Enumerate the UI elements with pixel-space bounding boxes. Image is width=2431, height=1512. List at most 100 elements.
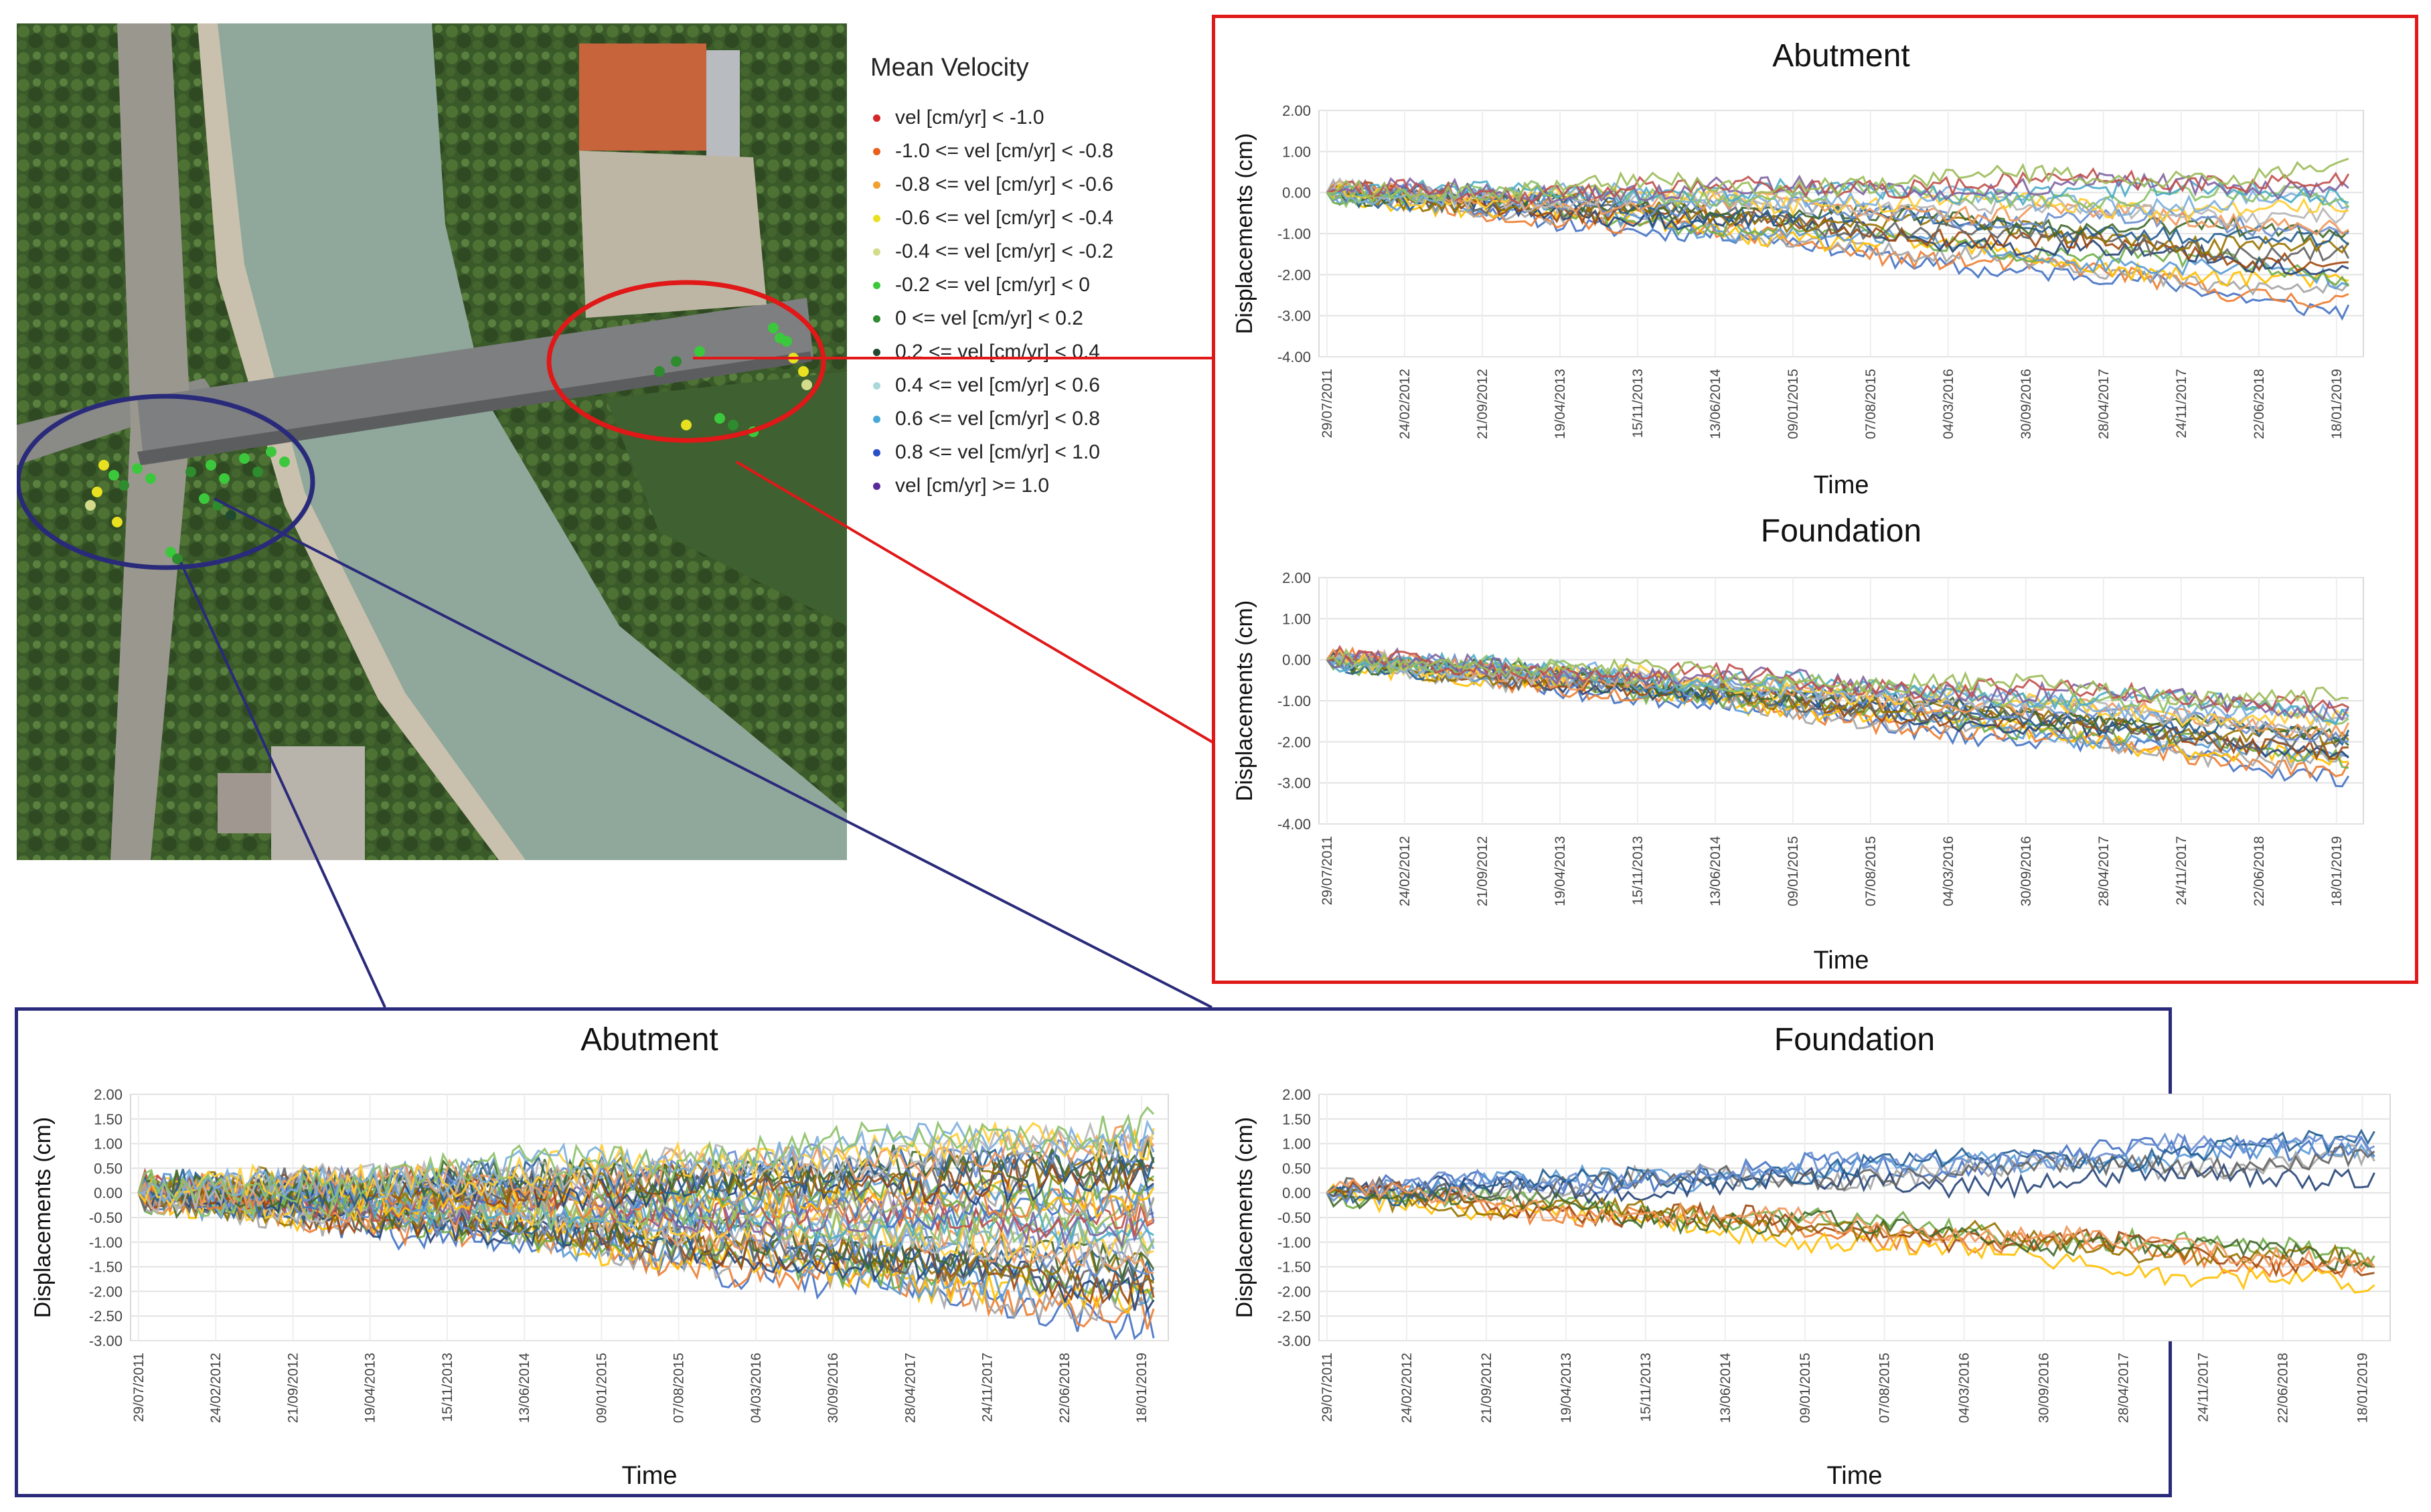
legend-item: -0.8 <= vel [cm/yr] < -0.6: [870, 168, 1219, 201]
chart-red-abutment: Abutment 2.00 1.00 0.00 -1.00 -2.00 -3.00 -4.00…: [1232, 38, 2364, 499]
series-line: [1326, 1128, 2375, 1207]
y-tick-label: 2.00: [94, 1086, 123, 1103]
x-tick-label: 29/07/2011: [1320, 369, 1335, 438]
x-tick-label: 28/04/2017: [903, 1353, 918, 1423]
legend-dot-icon: [873, 315, 880, 323]
y-axis-label: Displacements (cm): [1232, 1117, 1257, 1318]
ps-point: [654, 366, 665, 377]
x-tick-label: 24/02/2012: [1399, 1353, 1415, 1423]
ps-point: [788, 353, 799, 363]
y-tick-label: 1.00: [1282, 610, 1311, 627]
legend-item: 0.4 <= vel [cm/yr] < 0.6: [870, 369, 1219, 402]
x-tick-label: 04/03/2016: [1941, 836, 1956, 906]
legend-item: 0.8 <= vel [cm/yr] < 1.0: [870, 436, 1219, 469]
ps-point: [98, 460, 109, 471]
x-tick-label: 04/03/2016: [749, 1353, 764, 1423]
velocity-legend: Mean Velocity vel [cm/yr] < -1.0 -1.0 <= …: [870, 54, 1219, 535]
x-axis-label: Time: [1813, 471, 1869, 499]
series-line: [1326, 645, 2349, 714]
series-line: [1326, 647, 2350, 722]
x-tick-label: 24/02/2012: [1397, 836, 1413, 906]
series-line: [1326, 1187, 2375, 1272]
series-line: [1326, 1145, 2375, 1203]
ps-point: [165, 547, 176, 558]
x-tick-label: 13/06/2014: [1708, 836, 1723, 906]
legend-item: -0.6 <= vel [cm/yr] < -0.4: [870, 201, 1219, 235]
series-line: [137, 1120, 1155, 1208]
y-tick-label: -2.50: [89, 1308, 123, 1325]
series-line: [1326, 178, 2349, 297]
y-axis-label: Displacements (cm): [1232, 600, 1257, 801]
x-tick-label: 24/02/2012: [208, 1353, 224, 1423]
y-axis-label: Displacements (cm): [1232, 133, 1257, 334]
y-tick-label: 0.00: [1282, 1185, 1311, 1201]
x-tick-label: 19/04/2013: [1553, 836, 1568, 906]
ps-point: [728, 420, 738, 430]
x-tick-label: 09/01/2015: [1786, 836, 1801, 906]
x-tick-label: 28/04/2017: [2096, 836, 2112, 906]
x-tick-label: 07/08/2015: [672, 1353, 687, 1423]
series-line: [1326, 648, 2349, 708]
x-tick-label: 28/04/2017: [2096, 369, 2112, 439]
y-tick-label: 1.00: [1282, 1136, 1311, 1153]
ps-point: [219, 473, 230, 484]
x-tick-label: 04/03/2016: [1941, 369, 1956, 439]
ps-point: [266, 446, 277, 457]
ps-point: [714, 413, 725, 424]
x-axis-label: Time: [1813, 946, 1869, 974]
legend-dot-icon: [873, 214, 880, 222]
legend-dot-icon: [873, 348, 880, 356]
y-tick-label: -1.00: [1277, 226, 1311, 242]
ps-point: [132, 463, 143, 474]
x-tick-label: 24/11/2017: [2174, 369, 2189, 438]
y-tick-label: 1.00: [1282, 143, 1311, 160]
x-tick-label: 29/07/2011: [1320, 1353, 1335, 1422]
x-tick-label: 18/01/2019: [2329, 836, 2345, 906]
x-tick-label: 18/01/2019: [2329, 369, 2345, 439]
x-axis-label: Time: [621, 1462, 677, 1489]
legend-item: -1.0 <= vel [cm/yr] < -0.8: [870, 135, 1219, 168]
y-tick-label: -2.00: [89, 1283, 123, 1300]
x-tick-label: 04/03/2016: [1957, 1353, 1972, 1423]
legend-item: -0.2 <= vel [cm/yr] < 0: [870, 268, 1219, 302]
y-tick-label: -3.00: [89, 1333, 123, 1349]
x-tick-label: 29/07/2011: [131, 1353, 147, 1422]
legend-item: 0.6 <= vel [cm/yr] < 0.8: [870, 402, 1219, 436]
x-tick-label: 19/04/2013: [1553, 369, 1568, 439]
ps-point: [206, 460, 216, 471]
legend-label: 0.2 <= vel [cm/yr] < 0.4: [895, 341, 1100, 363]
y-tick-label: 2.00: [1282, 570, 1311, 586]
series-line: [1326, 1183, 2375, 1294]
ps-point: [768, 323, 779, 333]
y-tick-label: -4.00: [1277, 349, 1311, 365]
series-line: [1326, 183, 2350, 254]
x-tick-label: 21/09/2012: [1479, 1353, 1494, 1423]
y-tick-label: -3.00: [1277, 775, 1311, 792]
legend-label: vel [cm/yr] >= 1.0: [895, 475, 1050, 497]
chart-blue-foundation: Foundation 2.00 1.50 1.00 0.50 0.00 -0.50 -1.00…: [1232, 1022, 2391, 1489]
x-tick-label: 07/08/2015: [1877, 1353, 1893, 1423]
chart-red-foundation: Foundation 2.00 1.00 0.00 -1.00 -2.00 -3.00 -4.…: [1232, 513, 2364, 974]
y-tick-label: 1.00: [94, 1136, 123, 1153]
y-tick-label: -4.00: [1277, 816, 1311, 833]
legend-label: 0 <= vel [cm/yr] < 0.2: [895, 307, 1083, 329]
ps-point: [112, 517, 123, 527]
series-line: [1326, 172, 2349, 205]
series-line: [137, 1151, 1155, 1215]
ps-point: [92, 487, 102, 497]
y-tick-label: -3.00: [1277, 308, 1311, 325]
x-tick-label: 24/11/2017: [2174, 836, 2189, 906]
x-tick-label: 19/04/2013: [1559, 1353, 1574, 1423]
ps-point: [212, 500, 223, 511]
x-tick-label: 15/11/2013: [440, 1353, 455, 1422]
ps-point: [798, 366, 809, 377]
x-tick-label: 13/06/2014: [1718, 1353, 1733, 1423]
x-tick-label: 18/01/2019: [2355, 1353, 2370, 1423]
x-tick-label: 19/04/2013: [363, 1353, 378, 1423]
ps-point: [145, 473, 156, 484]
series-line: [1326, 1144, 2375, 1205]
y-tick-label: -3.00: [1277, 1333, 1311, 1349]
y-tick-label: -0.50: [89, 1209, 123, 1226]
x-tick-label: 22/06/2018: [2276, 1353, 2291, 1423]
series-line: [1326, 655, 2349, 746]
